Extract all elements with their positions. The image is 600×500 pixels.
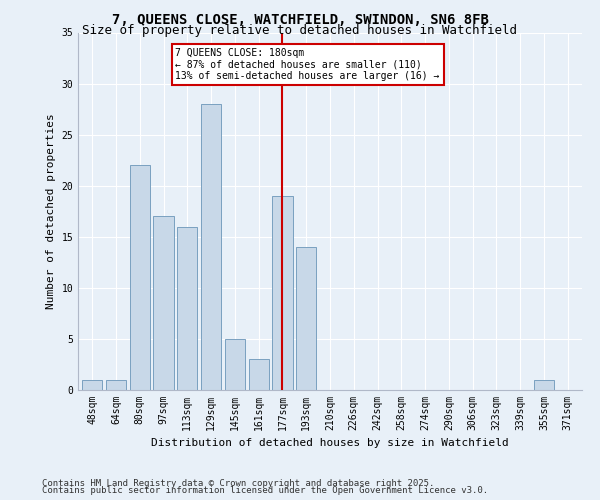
Y-axis label: Number of detached properties: Number of detached properties xyxy=(46,114,56,309)
Bar xyxy=(177,226,197,390)
Bar xyxy=(534,380,554,390)
Text: 7, QUEENS CLOSE, WATCHFIELD, SWINDON, SN6 8FB: 7, QUEENS CLOSE, WATCHFIELD, SWINDON, SN… xyxy=(112,12,488,26)
Bar xyxy=(225,339,245,390)
Bar xyxy=(82,380,103,390)
Bar xyxy=(201,104,221,390)
Text: Contains public sector information licensed under the Open Government Licence v3: Contains public sector information licen… xyxy=(42,486,488,495)
Text: 7 QUEENS CLOSE: 180sqm
← 87% of detached houses are smaller (110)
13% of semi-de: 7 QUEENS CLOSE: 180sqm ← 87% of detached… xyxy=(175,48,440,81)
Text: Size of property relative to detached houses in Watchfield: Size of property relative to detached ho… xyxy=(83,24,517,37)
Bar xyxy=(130,166,150,390)
Bar xyxy=(106,380,126,390)
Bar xyxy=(248,360,269,390)
X-axis label: Distribution of detached houses by size in Watchfield: Distribution of detached houses by size … xyxy=(151,438,509,448)
Bar xyxy=(296,247,316,390)
Bar xyxy=(154,216,173,390)
Bar xyxy=(272,196,293,390)
Text: Contains HM Land Registry data © Crown copyright and database right 2025.: Contains HM Land Registry data © Crown c… xyxy=(42,478,434,488)
